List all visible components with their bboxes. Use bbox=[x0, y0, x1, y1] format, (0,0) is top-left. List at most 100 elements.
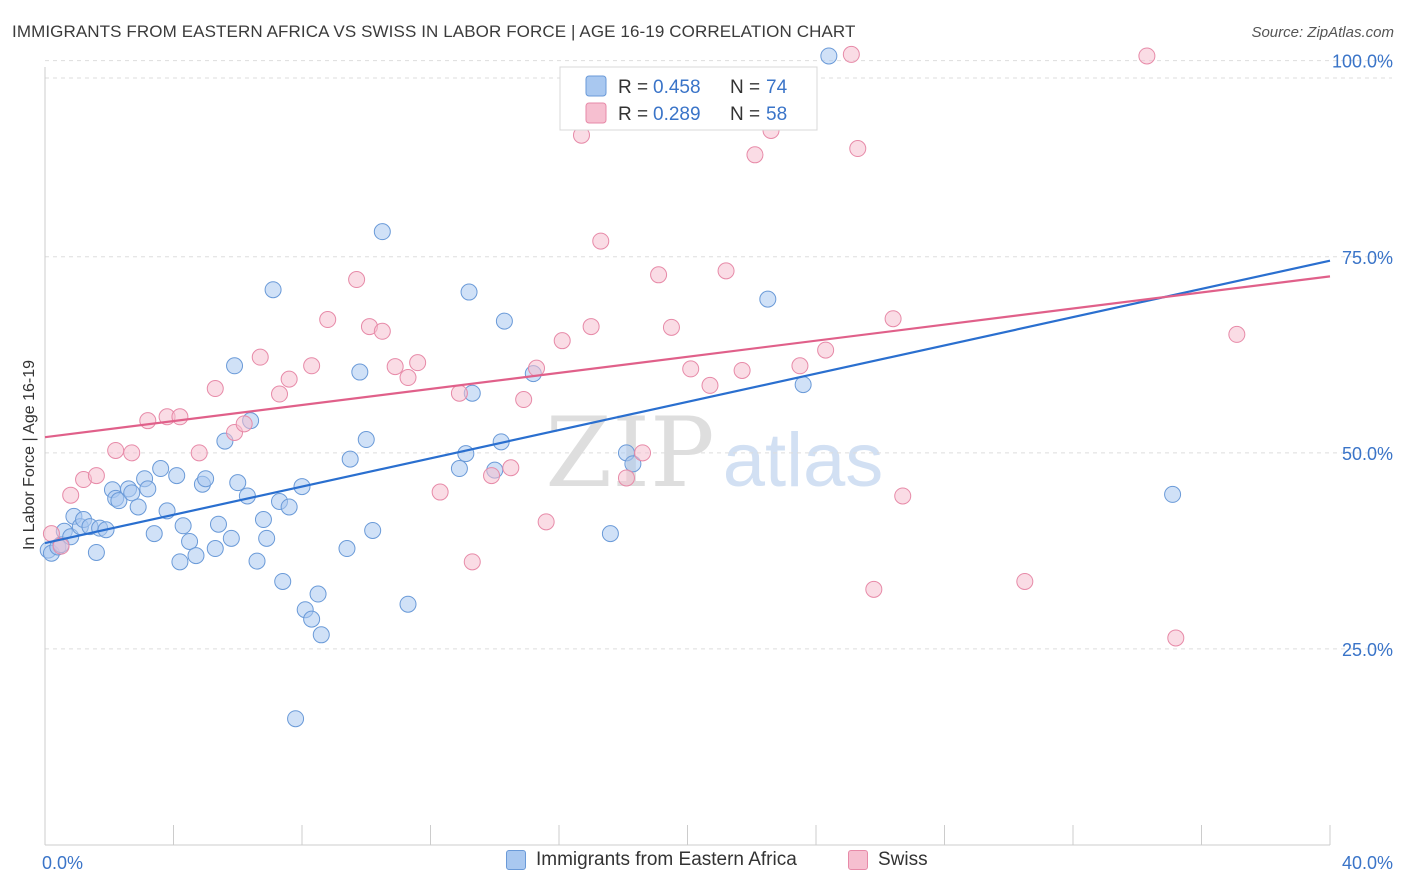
legend-n-label: N = bbox=[730, 77, 760, 98]
axis-labels: 25.0% 50.0% 75.0% 100.0% 0.0% 40.0% In Labor F… bbox=[21, 52, 1393, 873]
chart-title: IMMIGRANTS FROM EASTERN AFRICA VS SWISS … bbox=[12, 22, 856, 41]
data-point bbox=[139, 412, 157, 430]
data-point bbox=[431, 483, 449, 501]
data-point bbox=[206, 540, 224, 558]
data-point bbox=[495, 312, 513, 330]
data-point bbox=[634, 444, 652, 462]
data-point bbox=[460, 283, 478, 301]
data-point bbox=[515, 391, 533, 409]
data-point bbox=[399, 595, 417, 613]
data-point bbox=[601, 525, 619, 543]
data-point bbox=[650, 266, 668, 284]
data-point bbox=[894, 487, 912, 505]
data-point bbox=[187, 547, 205, 565]
data-point bbox=[849, 140, 867, 158]
data-point bbox=[209, 515, 227, 533]
data-point bbox=[582, 318, 600, 336]
data-point bbox=[123, 444, 141, 462]
data-point bbox=[110, 492, 128, 510]
data-point bbox=[746, 146, 764, 164]
data-point bbox=[319, 311, 337, 329]
data-point bbox=[181, 532, 199, 550]
data-point bbox=[450, 460, 468, 478]
data-point bbox=[528, 359, 546, 377]
data-point bbox=[145, 525, 163, 543]
data-point bbox=[759, 290, 777, 308]
data-point bbox=[197, 470, 215, 488]
data-point bbox=[1228, 325, 1246, 343]
data-point bbox=[791, 357, 809, 375]
data-point bbox=[348, 271, 366, 289]
legend-swatch-eastern-africa bbox=[506, 850, 526, 870]
legend-r-label: R = bbox=[618, 77, 648, 98]
data-point bbox=[238, 487, 256, 505]
y-tick-label: 25.0% bbox=[1342, 640, 1393, 660]
data-point bbox=[357, 431, 375, 449]
data-point bbox=[373, 223, 391, 241]
data-point bbox=[312, 626, 330, 644]
data-point bbox=[537, 513, 555, 531]
y-tick-label: 100.0% bbox=[1332, 52, 1393, 72]
data-point bbox=[386, 358, 404, 376]
y-axis-title: In Labor Force | Age 16-19 bbox=[21, 360, 38, 550]
data-point bbox=[229, 474, 247, 492]
data-point bbox=[235, 415, 253, 433]
data-point bbox=[168, 467, 186, 485]
legend-r-value: 0.458 bbox=[653, 77, 701, 98]
x-tick-label: 0.0% bbox=[42, 853, 83, 873]
legend-label-swiss: Swiss bbox=[878, 849, 928, 870]
data-point bbox=[865, 580, 883, 598]
data-point bbox=[271, 385, 289, 403]
data-point bbox=[222, 529, 240, 547]
data-point bbox=[129, 498, 147, 516]
data-point bbox=[842, 45, 860, 63]
legend-n-label: N = bbox=[730, 104, 760, 125]
data-point bbox=[264, 281, 282, 299]
data-point bbox=[682, 360, 700, 378]
legend-r-label: R = bbox=[618, 104, 648, 125]
axes bbox=[44, 67, 1331, 846]
legend: R = 0.458 N = 74 R = 0.289 N = 58 bbox=[559, 66, 818, 131]
data-point bbox=[662, 318, 680, 336]
legend-swatch-blue bbox=[585, 75, 607, 97]
trend-line bbox=[44, 275, 1331, 439]
data-point bbox=[107, 441, 125, 459]
data-point bbox=[373, 322, 391, 340]
data-point bbox=[351, 363, 369, 381]
data-point bbox=[248, 552, 266, 570]
data-point bbox=[1164, 485, 1182, 503]
gridlines bbox=[45, 60, 1392, 650]
data-point bbox=[87, 467, 105, 485]
data-point bbox=[206, 380, 224, 398]
legend-swatch-pink bbox=[585, 102, 607, 124]
data-point bbox=[1138, 47, 1156, 65]
data-point bbox=[1016, 572, 1034, 590]
data-point bbox=[338, 540, 356, 558]
data-point bbox=[364, 521, 382, 539]
data-point bbox=[280, 370, 298, 388]
data-point bbox=[457, 445, 475, 463]
data-point bbox=[274, 572, 292, 590]
data-point bbox=[553, 332, 571, 350]
data-point bbox=[287, 710, 305, 728]
legend-item-swiss: Swiss bbox=[848, 849, 928, 871]
legend-swatch-swiss bbox=[848, 850, 868, 870]
data-point bbox=[399, 369, 417, 387]
data-point bbox=[52, 537, 70, 555]
data-point bbox=[884, 310, 902, 328]
data-point bbox=[280, 498, 298, 516]
data-point bbox=[617, 469, 635, 487]
data-point bbox=[409, 354, 427, 372]
data-point bbox=[701, 376, 719, 394]
data-point bbox=[733, 361, 751, 379]
data-points bbox=[39, 45, 1246, 728]
data-point bbox=[87, 543, 105, 561]
data-point bbox=[341, 450, 359, 468]
data-point bbox=[794, 376, 812, 394]
legend-n-value: 74 bbox=[766, 77, 788, 98]
data-point bbox=[258, 529, 276, 547]
legend-n-value: 58 bbox=[766, 104, 787, 125]
data-point bbox=[502, 459, 520, 477]
data-point bbox=[592, 232, 610, 250]
